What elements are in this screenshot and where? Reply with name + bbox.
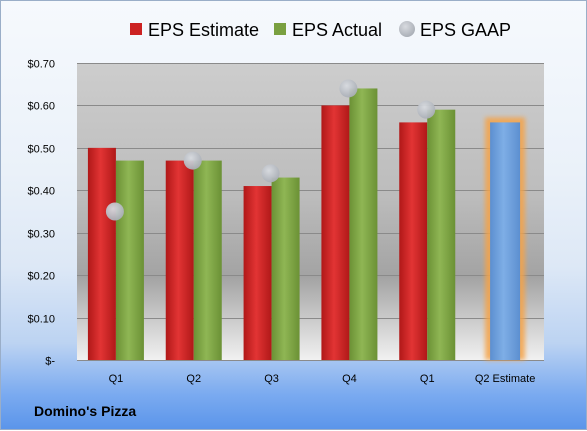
legend-swatch — [130, 23, 142, 35]
y-tick-label: $0.50 — [27, 144, 55, 156]
eps-gaap-point — [339, 79, 358, 98]
eps-estimate-bar — [399, 122, 428, 361]
plot-area — [77, 63, 544, 360]
y-tick-label: $- — [45, 356, 55, 368]
x-tick-label: Q3 — [264, 373, 279, 385]
eps-estimate-bar — [243, 186, 272, 360]
legend-label: EPS GAAP — [420, 20, 511, 40]
y-tick-label: $0.70 — [27, 59, 55, 71]
y-tick-label: $0.10 — [27, 314, 55, 326]
eps-actual-bar — [349, 88, 378, 360]
legend-label: EPS Actual — [292, 20, 382, 40]
legend-label: EPS Estimate — [148, 20, 259, 40]
eps-actual-bar — [427, 109, 456, 361]
y-tick-label: $0.20 — [27, 271, 55, 283]
eps-gaap-point — [183, 151, 202, 170]
y-tick-label: $0.30 — [27, 229, 55, 241]
eps-gaap-point — [105, 202, 124, 221]
eps-estimate-bar — [87, 147, 116, 360]
x-tick-label: Q4 — [342, 373, 357, 385]
eps-actual-bar — [193, 160, 222, 360]
x-tick-label: Q1 — [109, 373, 124, 385]
eps-forecast-bar — [490, 122, 521, 361]
legend-swatch — [274, 23, 286, 35]
legend-swatch — [399, 21, 415, 37]
eps-actual-bar — [115, 160, 144, 360]
eps-estimate-bar — [165, 160, 194, 360]
y-tick-label: $0.60 — [27, 101, 55, 113]
company-name: Domino's Pizza — [34, 403, 137, 419]
x-tick-label: Q1 — [420, 373, 435, 385]
x-tick-label: Q2 — [186, 373, 201, 385]
eps-actual-bar — [271, 177, 300, 360]
y-tick-label: $0.40 — [27, 186, 55, 198]
eps-gaap-point — [261, 164, 280, 183]
x-tick-label: Q2 Estimate — [475, 373, 536, 385]
eps-gaap-point — [417, 100, 436, 119]
eps-estimate-bar — [321, 105, 350, 360]
